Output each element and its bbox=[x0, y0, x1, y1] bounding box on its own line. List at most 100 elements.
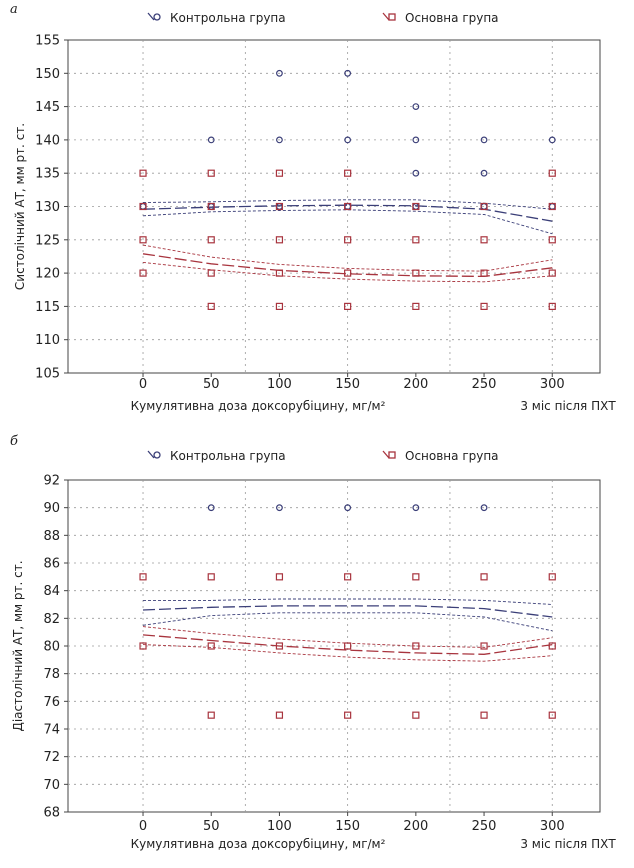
data-point-circle bbox=[276, 504, 283, 512]
data-point-square bbox=[207, 573, 215, 581]
y-tick-label: 68 bbox=[43, 806, 60, 821]
legend-item-control: Контрольна група bbox=[147, 449, 286, 463]
data-point-square bbox=[275, 169, 284, 177]
x-tick-label: 250 bbox=[472, 377, 497, 392]
data-point-square bbox=[344, 269, 352, 277]
data-point-square bbox=[480, 236, 488, 244]
legend-square-marker-icon bbox=[388, 13, 396, 21]
fit-line bbox=[142, 605, 553, 618]
chart-panel-2: б Контрольна група Основна група 68 70 72 74 76… bbox=[10, 434, 616, 851]
x-tick-label: 250 bbox=[472, 819, 497, 834]
y-tick-label: 92 bbox=[43, 474, 60, 489]
legend-label: Контрольна група bbox=[170, 449, 286, 463]
ci-lower-line bbox=[142, 612, 553, 632]
data-point-square bbox=[548, 642, 556, 650]
y-tick-label: 80 bbox=[43, 640, 60, 655]
y-axis-label: Діастолічний АТ, мм рт. ст. bbox=[11, 560, 25, 731]
data-point-square bbox=[207, 642, 215, 650]
legend-item-main: Основна група bbox=[382, 11, 499, 25]
x-tick-label: 200 bbox=[403, 819, 428, 834]
y-tick-label: 115 bbox=[35, 300, 60, 315]
ci-upper-line bbox=[143, 598, 553, 605]
data-point-circle bbox=[344, 504, 352, 512]
data-point-square bbox=[548, 711, 556, 719]
data-point-square bbox=[207, 169, 215, 177]
y-tick-label: 120 bbox=[35, 267, 60, 282]
data-point-square bbox=[412, 202, 420, 211]
y-tick-label: 140 bbox=[35, 133, 60, 148]
y-tick-label: 78 bbox=[43, 667, 60, 682]
legend-label: Основна група bbox=[405, 11, 499, 25]
series-main bbox=[139, 169, 556, 310]
data-point-square bbox=[344, 169, 352, 177]
data-point-square bbox=[139, 269, 147, 277]
x-tick-label: 150 bbox=[335, 377, 360, 392]
data-point-square bbox=[275, 236, 284, 244]
x-tick-label: 0 bbox=[139, 377, 147, 392]
x-axis-label: Кумулятивна доза доксорубіцину, мг/м² bbox=[131, 837, 386, 851]
grid bbox=[68, 480, 600, 812]
data-point-square bbox=[344, 573, 352, 581]
y-tick-label: 76 bbox=[43, 695, 60, 710]
data-point-circle bbox=[480, 504, 488, 512]
y-tick-label: 74 bbox=[43, 723, 60, 738]
x-tick-label: 200 bbox=[403, 377, 428, 392]
data-point-circle bbox=[344, 136, 352, 144]
y-tick-label: 155 bbox=[35, 34, 60, 49]
y-tick-label: 90 bbox=[43, 501, 60, 516]
legend-label: Основна група bbox=[405, 449, 499, 463]
data-point-circle bbox=[276, 136, 283, 144]
data-point-square bbox=[480, 642, 488, 650]
x-tick-label: 50 bbox=[203, 377, 220, 392]
y-tick-label: 135 bbox=[35, 167, 60, 182]
data-point-circle bbox=[207, 504, 215, 512]
data-point-circle bbox=[207, 136, 215, 144]
y-tick-label: 86 bbox=[43, 557, 60, 572]
fit-line bbox=[142, 634, 553, 655]
ci-upper-line bbox=[142, 199, 553, 210]
data-point-square bbox=[480, 202, 488, 211]
data-point-square bbox=[480, 302, 488, 310]
data-point-square bbox=[412, 236, 420, 244]
data-point-square bbox=[344, 711, 352, 719]
y-tick-label: 82 bbox=[43, 612, 60, 627]
fit-line bbox=[142, 204, 553, 222]
data-point-circle bbox=[412, 103, 420, 110]
legend-line-segment bbox=[147, 12, 155, 21]
data-point-square bbox=[480, 573, 488, 581]
x-tick-label: 300 bbox=[540, 819, 565, 834]
data-point-square bbox=[275, 573, 284, 581]
data-point-square bbox=[139, 169, 147, 177]
x-axis-label: Кумулятивна доза доксорубіцину, мг/м² bbox=[131, 399, 386, 413]
data-point-square bbox=[139, 236, 147, 244]
y-axis-label: Систолічний АТ, мм рт. ст. bbox=[13, 123, 27, 290]
data-point-square bbox=[344, 236, 352, 244]
ci-lower-line bbox=[142, 261, 553, 283]
data-point-circle bbox=[344, 69, 352, 77]
x-tick-label: 50 bbox=[203, 819, 220, 834]
data-point-square bbox=[275, 202, 284, 211]
y-tick-label: 72 bbox=[43, 750, 60, 765]
legend-line-segment bbox=[382, 12, 390, 21]
data-point-square bbox=[207, 202, 215, 211]
x-extra-label: 3 міс після ПХТ bbox=[520, 399, 616, 413]
legend-line-segment bbox=[382, 450, 390, 459]
y-tick-label: 145 bbox=[35, 100, 60, 115]
x-tick-label: 100 bbox=[267, 377, 292, 392]
x-tick-label: 100 bbox=[267, 819, 292, 834]
data-point-square bbox=[548, 169, 556, 177]
panel-label: а bbox=[10, 2, 18, 17]
series-main bbox=[139, 573, 556, 719]
legend-circle-marker-icon bbox=[153, 451, 161, 459]
ci-lower-line bbox=[142, 209, 553, 235]
data-point-square bbox=[207, 236, 215, 244]
data-point-square bbox=[548, 302, 556, 310]
x-tick-label: 0 bbox=[139, 819, 147, 834]
data-point-square bbox=[139, 202, 147, 211]
data-point-circle bbox=[412, 136, 420, 144]
data-point-square bbox=[344, 642, 352, 650]
y-tick-label: 84 bbox=[43, 584, 60, 599]
data-point-square bbox=[275, 269, 284, 277]
data-point-square bbox=[275, 711, 284, 719]
data-point-square bbox=[344, 202, 352, 211]
